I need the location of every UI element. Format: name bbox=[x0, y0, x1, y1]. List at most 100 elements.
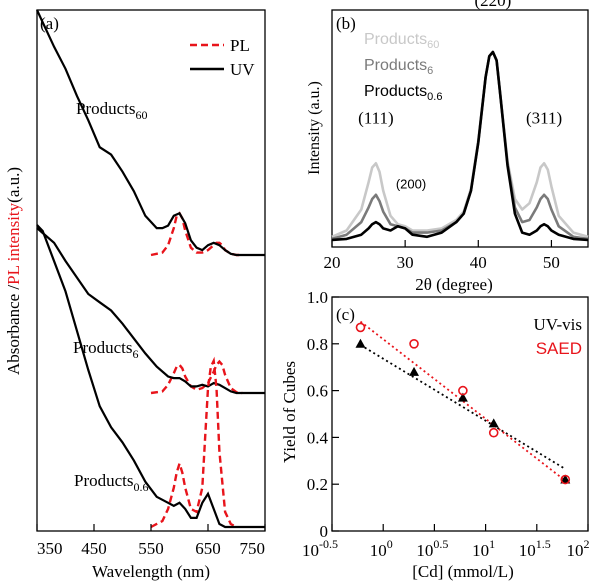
pl-curve-0.6 bbox=[150, 356, 238, 529]
y-tick-label-0.4: 0.4 bbox=[307, 428, 329, 447]
point-uv-vis bbox=[560, 474, 571, 484]
panel-a-x-axis: 350 450 550 650 750 bbox=[36, 524, 266, 558]
panel-a-curves bbox=[36, 9, 265, 529]
panel-b-x-axis: 20 30 40 50 bbox=[324, 240, 560, 272]
label-products-60-sub: 60 bbox=[136, 108, 148, 122]
point-uv-vis bbox=[488, 418, 499, 428]
label-products-0.6: Products0.6 bbox=[74, 471, 149, 494]
x-tick-label-exp: 2 bbox=[584, 537, 590, 551]
panel-a-legend: PL UV bbox=[190, 36, 255, 79]
x-tick-label-30: 30 bbox=[397, 253, 414, 272]
point-saed bbox=[458, 385, 468, 396]
x-tick-label-40: 40 bbox=[470, 253, 487, 272]
x-tick-label-base: 10 bbox=[370, 541, 387, 560]
legend-products-0.6: Products0.6 bbox=[364, 83, 442, 103]
x-tick-label-50: 50 bbox=[543, 253, 560, 272]
x-tick-label-base: 10 bbox=[302, 541, 319, 560]
legend-products-6-sub: 6 bbox=[427, 65, 433, 77]
panel-a-y-label-absorbance: Absorbance / bbox=[4, 285, 23, 375]
x-tick-label-0.5: 100.5 bbox=[416, 537, 448, 560]
x-tick-label-base: 10 bbox=[472, 541, 489, 560]
panel-c-y-axis: 0 0.2 0.4 0.6 0.8 1.0 bbox=[307, 288, 339, 541]
y-tick-label-1.0: 1.0 bbox=[307, 288, 328, 307]
uv-curve-0.6 bbox=[36, 224, 265, 529]
label-products-6-sub: 6 bbox=[133, 347, 139, 361]
panel-b-label: (b) bbox=[336, 14, 356, 33]
legend-products-6-main: Products bbox=[364, 57, 427, 74]
panel-b-x-label-unit: (degree) bbox=[432, 275, 493, 294]
label-products-6: Products6 bbox=[73, 338, 139, 361]
y-tick-label-0: 0 bbox=[320, 522, 329, 541]
panel-c-points bbox=[355, 322, 571, 485]
peak-label-220: (220) bbox=[475, 0, 512, 10]
x-tick-label-exp: 1.5 bbox=[536, 537, 551, 551]
panel-b-curves bbox=[331, 50, 589, 242]
panel-c-fit-lines bbox=[359, 320, 566, 482]
x-tick-label-0: 100 bbox=[370, 537, 393, 560]
x-tick-label-base: 10 bbox=[567, 541, 584, 560]
x-tick-label-450: 450 bbox=[81, 539, 107, 558]
panel-c-x-label: [Cd] (mmol/L) bbox=[412, 562, 514, 581]
point-uv-vis bbox=[457, 392, 468, 402]
panel-c-label: (c) bbox=[336, 305, 355, 324]
label-products-0.6-main: Products bbox=[74, 471, 134, 490]
y-tick-label-0.2: 0.2 bbox=[307, 475, 328, 494]
point-saed bbox=[560, 474, 571, 485]
panel-b-x-label-theta: 2θ bbox=[415, 275, 432, 294]
uv-curve-6 bbox=[36, 227, 265, 395]
x-tick-label-20: 20 bbox=[324, 253, 341, 272]
x-tick-label-550: 550 bbox=[138, 539, 164, 558]
point-saed bbox=[488, 427, 499, 438]
y-tick-label-0.8: 0.8 bbox=[307, 335, 328, 354]
x-tick-label--0.5: 10-0.5 bbox=[302, 537, 338, 560]
panel-c-y-label: Yield of Cubes bbox=[280, 361, 299, 463]
x-tick-label-1.5: 101.5 bbox=[519, 537, 551, 560]
x-tick-label-650: 650 bbox=[195, 539, 221, 558]
x-tick-label-base: 10 bbox=[416, 541, 433, 560]
label-products-60: Products60 bbox=[76, 99, 148, 122]
peak-label-311: (311) bbox=[526, 108, 562, 127]
x-tick-label-exp: 0.5 bbox=[433, 537, 448, 551]
xrd-curve-products-0.6 bbox=[331, 50, 589, 242]
legend-products-6: Products6 bbox=[364, 57, 433, 77]
panel-b-x-label: 2θ (degree) bbox=[415, 275, 493, 294]
label-products-0.6-sub: 0.6 bbox=[134, 480, 149, 494]
y-tick-label-0.6: 0.6 bbox=[307, 382, 328, 401]
x-tick-label-exp: 1 bbox=[489, 537, 495, 551]
x-tick-label-1: 101 bbox=[472, 537, 495, 560]
x-tick-label-2: 102 bbox=[567, 537, 590, 560]
legend-uv-vis: UV-vis bbox=[534, 315, 583, 334]
x-tick-label-750: 750 bbox=[240, 539, 266, 558]
panel-a-y-label-pl: PL intensity bbox=[4, 202, 23, 285]
panel-b-annotations: (111) (200) (220) (311) bbox=[358, 0, 562, 192]
panel-a-y-label-units: (a.u.) bbox=[4, 167, 23, 203]
panel-c-x-axis: 10-0.5 100 100.5 101 101.5 102 bbox=[302, 524, 590, 560]
peak-label-111: (111) bbox=[358, 108, 394, 127]
x-tick-label-base: 10 bbox=[519, 541, 536, 560]
legend-products-60-main: Products bbox=[364, 31, 427, 48]
legend-products-0.6-sub: 0.6 bbox=[427, 91, 442, 103]
label-products-60-main: Products bbox=[76, 99, 136, 118]
legend-products-60-sub: 60 bbox=[427, 39, 439, 51]
legend-products-0.6-main: Products bbox=[364, 83, 427, 100]
uv-curve-60 bbox=[36, 9, 265, 257]
pl-curve-6 bbox=[150, 359, 243, 395]
panel-a-x-label: Wavelength (nm) bbox=[92, 562, 210, 581]
legend-saed: SAED bbox=[536, 339, 582, 358]
panel-c-legend: UV-vis SAED bbox=[534, 315, 583, 358]
panel-b-y-label: Intensity (a.u.) bbox=[306, 81, 323, 175]
point-saed bbox=[409, 338, 419, 349]
legend-pl-label: PL bbox=[230, 36, 250, 55]
panel-b: (b) (111)(200)(220)(311) Products60Produ… bbox=[306, 0, 589, 294]
legend-products-60: Products60 bbox=[364, 31, 439, 51]
fit-line-saed bbox=[359, 320, 566, 482]
label-products-6-main: Products bbox=[73, 338, 133, 357]
x-tick-label-exp: 0 bbox=[387, 537, 393, 551]
peak-label-200: (200) bbox=[396, 177, 426, 192]
point-saed bbox=[355, 322, 366, 333]
